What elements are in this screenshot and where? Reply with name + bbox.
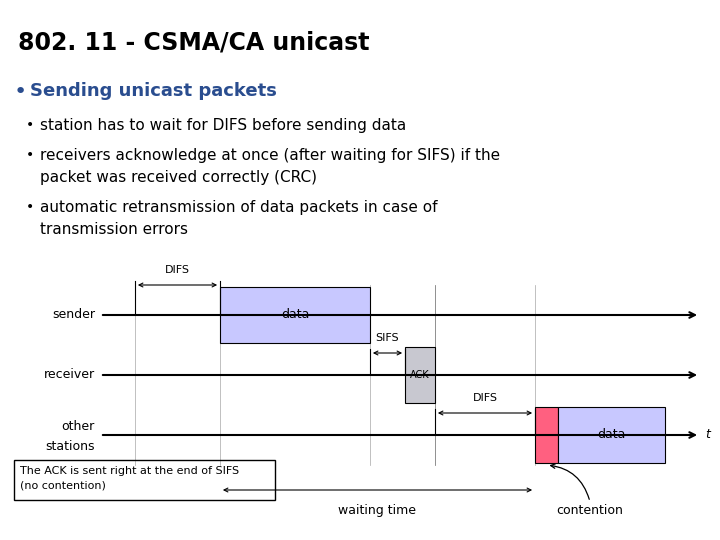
Text: transmission errors: transmission errors xyxy=(40,222,188,237)
Bar xyxy=(14,460,275,500)
Text: waiting time: waiting time xyxy=(338,504,416,517)
Text: other: other xyxy=(62,421,95,434)
Text: •: • xyxy=(26,200,35,214)
Text: receivers acknowledge at once (after waiting for SIFS) if the: receivers acknowledge at once (after wai… xyxy=(40,148,500,163)
Text: DIFS: DIFS xyxy=(472,393,498,403)
Text: packet was received correctly (CRC): packet was received correctly (CRC) xyxy=(40,170,317,185)
Text: DIFS: DIFS xyxy=(165,265,190,275)
Text: automatic retransmission of data packets in case of: automatic retransmission of data packets… xyxy=(40,200,438,215)
Bar xyxy=(558,407,665,463)
Text: •: • xyxy=(14,82,27,102)
Text: t: t xyxy=(705,429,710,442)
Bar xyxy=(220,287,370,343)
Text: 802. 11 - CSMA/CA unicast: 802. 11 - CSMA/CA unicast xyxy=(18,30,369,54)
Text: receiver: receiver xyxy=(44,368,95,381)
Bar xyxy=(405,347,435,403)
Text: data: data xyxy=(598,429,626,442)
Text: stations: stations xyxy=(45,441,95,454)
Text: data: data xyxy=(281,308,309,321)
Text: SIFS: SIFS xyxy=(376,333,400,343)
Text: The ACK is sent right at the end of SIFS
(no contention): The ACK is sent right at the end of SIFS… xyxy=(20,466,239,490)
Text: contention: contention xyxy=(557,504,624,517)
Text: ACK: ACK xyxy=(410,370,430,380)
Text: •: • xyxy=(26,118,35,132)
Bar xyxy=(535,407,558,463)
Text: sender: sender xyxy=(52,308,95,321)
Text: station has to wait for DIFS before sending data: station has to wait for DIFS before send… xyxy=(40,118,406,133)
Text: •: • xyxy=(26,148,35,162)
Text: Sending unicast packets: Sending unicast packets xyxy=(30,82,277,100)
